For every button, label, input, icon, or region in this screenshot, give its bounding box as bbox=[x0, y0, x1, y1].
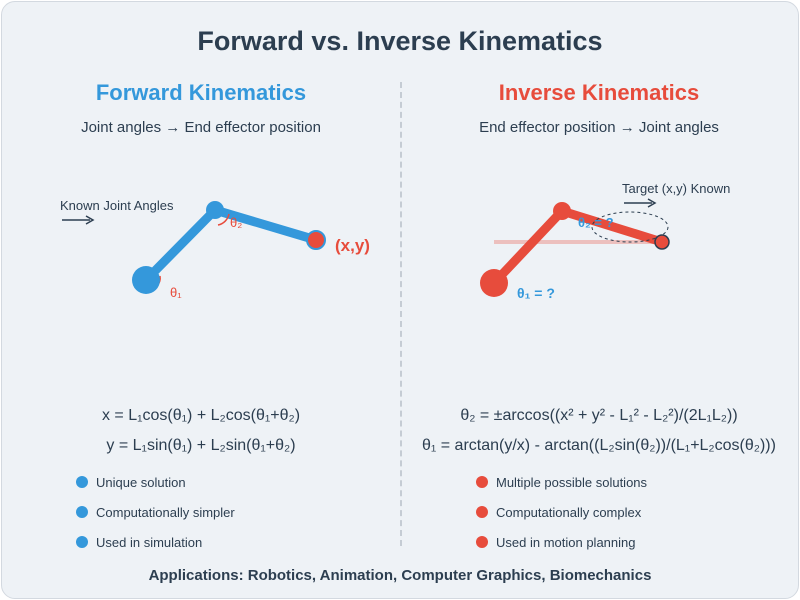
forward-equation-y: y = L₁sin(θ₁) + L₂sin(θ₁+θ₂) bbox=[106, 437, 296, 454]
inverse-link-1 bbox=[489, 206, 567, 288]
known-joint-angles-label: Known Joint Angles bbox=[60, 198, 174, 213]
theta2-arc bbox=[217, 213, 230, 226]
forward-end-effector bbox=[306, 230, 326, 250]
forward-equation-x: x = L₁cos(θ₁) + L₂cos(θ₁+θ₂) bbox=[101, 407, 301, 424]
inverse-title: Inverse Kinematics bbox=[498, 80, 700, 105]
inverse-base-joint bbox=[480, 269, 508, 297]
target-arrow-icon bbox=[624, 198, 657, 208]
ik-target-point bbox=[654, 234, 670, 250]
bullet-dot-icon bbox=[76, 476, 88, 488]
forward-link-1 bbox=[141, 205, 220, 285]
section-divider bbox=[400, 82, 402, 546]
theta2-label: θ₂ bbox=[230, 215, 242, 230]
ik-theta1-label: θ₁ = ? bbox=[517, 285, 555, 301]
known-arrow-icon bbox=[62, 215, 95, 225]
inverse-arm-diagram: Target (x,y) Known θ₂ = ? θ₁ = ? bbox=[480, 181, 730, 301]
target-known-label: Target (x,y) Known bbox=[622, 181, 730, 196]
inverse-elbow-joint bbox=[553, 202, 571, 220]
bullet-dot-icon bbox=[76, 506, 88, 518]
forward-arm-diagram: Known Joint Angles θ₁ θ₂ (x,y) bbox=[60, 198, 370, 300]
bullet-dot-icon bbox=[476, 506, 488, 518]
theta1-label: θ₁ bbox=[170, 285, 182, 300]
bullet-dot-icon bbox=[76, 536, 88, 548]
ik-theta2-label: θ₂ = ? bbox=[578, 215, 614, 230]
page-title: Forward vs. Inverse Kinematics bbox=[197, 26, 603, 56]
forward-link-2 bbox=[210, 205, 321, 245]
forward-subtitle: Joint angles → End effector position bbox=[81, 119, 321, 136]
inverse-equation-theta2: θ₂ = ±arccos((x² + y² - L₁² - L₂²)/(2L₁L… bbox=[460, 407, 738, 424]
forward-elbow-joint bbox=[206, 201, 224, 219]
inverse-link-2 bbox=[557, 206, 667, 247]
forward-title: Forward Kinematics bbox=[95, 80, 307, 105]
ik-search-ellipse bbox=[591, 211, 669, 243]
inverse-equation-theta1: θ₁ = arctan(y/x) - arctan((L₂sin(θ₂))/(L… bbox=[422, 437, 776, 454]
forward-base-joint bbox=[132, 266, 160, 294]
endpoint-label: (x,y) bbox=[335, 236, 370, 255]
bullet-dot-icon bbox=[476, 476, 488, 488]
applications-footer: Applications: Robotics, Animation, Compu… bbox=[148, 567, 652, 584]
bullet-dot-icon bbox=[476, 536, 488, 548]
inverse-subtitle: End effector position → Joint angles bbox=[479, 119, 719, 136]
